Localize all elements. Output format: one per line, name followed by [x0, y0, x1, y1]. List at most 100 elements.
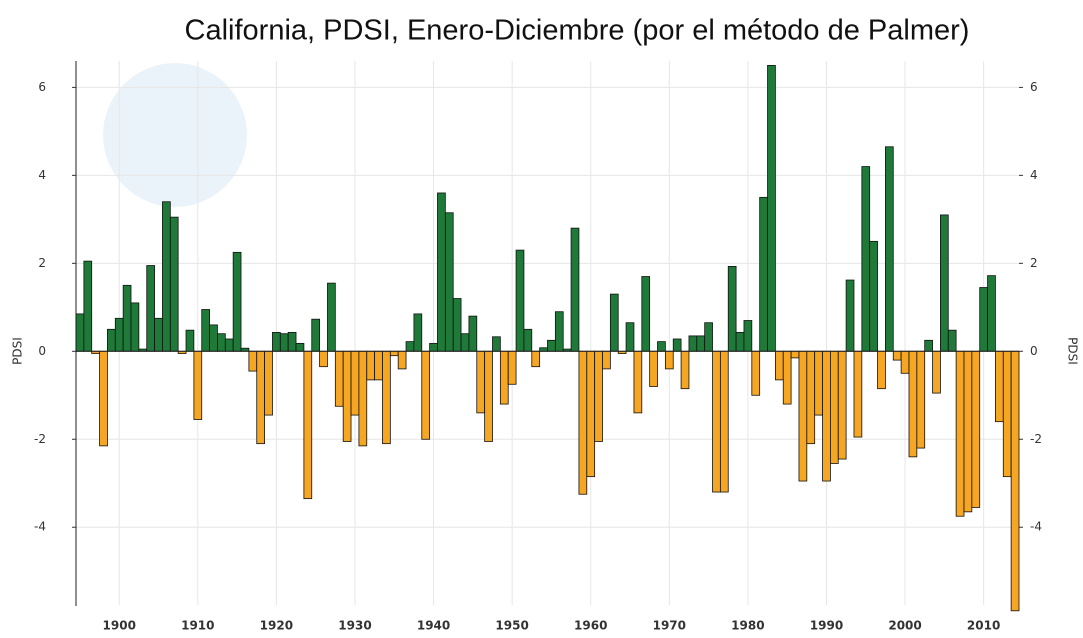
x-tick-label: 1990	[810, 619, 843, 633]
bar	[154, 317, 163, 352]
bar	[476, 350, 486, 414]
bar	[759, 196, 768, 352]
y-tick-label: 4	[38, 168, 46, 182]
bar	[547, 339, 556, 352]
bar	[99, 350, 108, 447]
x-tick-label: 1960	[574, 619, 607, 633]
bar	[908, 350, 918, 458]
bar	[185, 329, 195, 352]
bar	[609, 293, 619, 352]
bar	[389, 350, 399, 357]
bar	[248, 350, 258, 372]
bar	[484, 350, 493, 442]
bar	[900, 350, 910, 374]
bar	[869, 240, 878, 352]
bar	[201, 309, 210, 352]
y2-tick-label: -2	[1030, 432, 1042, 446]
y2-tick-label: -4	[1030, 520, 1042, 534]
bar	[924, 339, 933, 352]
bar	[531, 350, 541, 368]
bar	[83, 260, 93, 352]
y-tick-label: 6	[38, 80, 46, 94]
x-tick-label: 1950	[495, 619, 528, 633]
bar	[633, 350, 643, 414]
bar	[374, 350, 383, 381]
bar	[327, 282, 336, 352]
bar	[146, 265, 155, 352]
bar	[358, 350, 368, 447]
y2-tick-label: 0	[1030, 344, 1038, 358]
bar	[932, 350, 941, 394]
bar	[75, 313, 85, 352]
bar	[963, 350, 973, 513]
bar	[162, 201, 171, 352]
bar	[452, 298, 462, 352]
bar	[664, 350, 674, 370]
bar	[837, 350, 847, 460]
bar	[397, 350, 407, 370]
y2-tick-label: 2	[1030, 256, 1038, 270]
bar	[319, 350, 328, 368]
bar	[342, 350, 352, 442]
y-tick-label: 0	[38, 344, 46, 358]
bar	[594, 350, 603, 442]
bar	[845, 279, 855, 352]
bar	[507, 350, 517, 385]
bar	[217, 333, 226, 352]
bar	[774, 350, 784, 381]
bar	[350, 350, 360, 416]
bar	[554, 311, 564, 352]
bar	[303, 350, 313, 500]
bar	[107, 328, 116, 352]
bar	[822, 350, 831, 482]
bar	[209, 324, 218, 352]
x-tick-label: 1940	[417, 619, 450, 633]
bar	[1002, 350, 1012, 478]
logo-watermark	[103, 63, 247, 207]
bar	[382, 350, 391, 445]
bar	[830, 350, 839, 464]
bar	[334, 350, 344, 407]
bar	[680, 350, 690, 390]
bar	[782, 350, 792, 405]
bar	[940, 214, 949, 352]
bar	[688, 335, 698, 352]
y2-tick-label: 6	[1030, 80, 1038, 94]
bar	[413, 313, 423, 352]
y-tick-label: 2	[38, 256, 46, 270]
bar	[272, 331, 281, 352]
bar	[704, 322, 713, 352]
bar	[712, 350, 721, 493]
bar	[492, 336, 501, 352]
x-tick-label: 1900	[103, 619, 136, 633]
bar	[539, 347, 548, 352]
bar	[877, 350, 886, 390]
y-tick-label: -4	[34, 520, 46, 534]
bar	[256, 350, 266, 445]
bar	[719, 350, 729, 493]
bar	[421, 350, 431, 440]
bar	[499, 350, 509, 405]
bar	[1010, 350, 1020, 612]
bar	[264, 350, 273, 416]
bar	[743, 320, 753, 352]
bar	[602, 350, 611, 370]
y-axis-label: PDSI	[11, 337, 25, 365]
y2-axis-label: PDSI	[1066, 337, 1080, 365]
bar	[444, 212, 454, 352]
x-tick-label: 1970	[653, 619, 686, 633]
bar	[892, 350, 902, 361]
bar	[672, 338, 682, 352]
bar	[806, 350, 816, 445]
bar	[468, 315, 478, 352]
x-tick-label: 1930	[338, 619, 371, 633]
bar	[570, 227, 580, 352]
bar	[798, 350, 808, 482]
bar	[696, 335, 706, 352]
bar	[523, 328, 533, 352]
bar	[751, 350, 761, 396]
bar	[460, 333, 470, 352]
bar	[287, 331, 297, 352]
bar	[885, 146, 894, 352]
